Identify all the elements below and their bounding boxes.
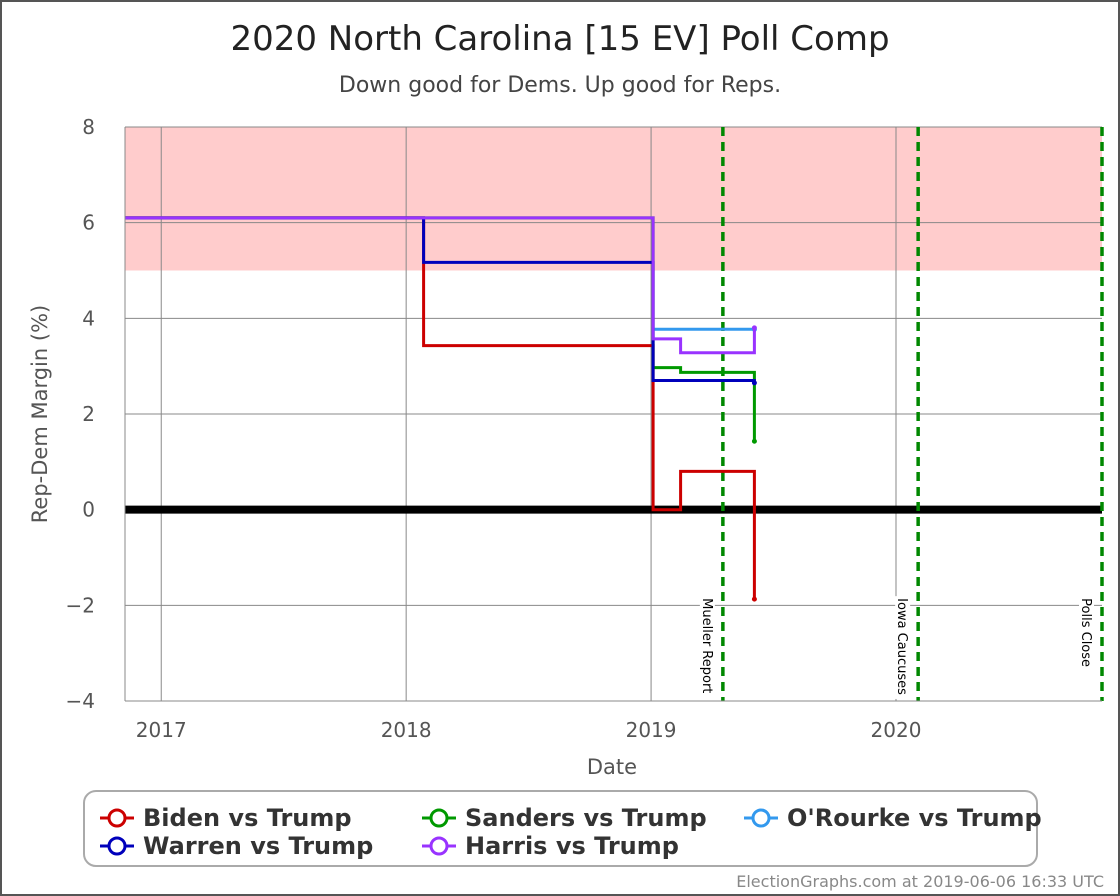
event-label-bg	[895, 596, 911, 699]
legend-marker-icon	[429, 836, 449, 856]
footer-credit: ElectionGraphs.com at 2019-06-06 16:33 U…	[736, 872, 1104, 891]
legend-box	[83, 790, 1038, 867]
y-tick-label: −4	[66, 689, 95, 713]
x-tick-label: 2019	[626, 718, 677, 742]
series-endpoint	[751, 438, 757, 444]
event-label: Mueller Report	[699, 598, 714, 693]
chart-title: 2020 North Carolina [15 EV] Poll Comp	[230, 19, 889, 59]
legend-label: Harris vs Trump	[465, 832, 679, 860]
x-tick-label: 2020	[871, 718, 922, 742]
series-endpoint	[751, 596, 757, 602]
legend-label: Biden vs Trump	[143, 804, 352, 832]
legend-label: Sanders vs Trump	[465, 804, 707, 832]
event-label-bg	[699, 596, 715, 707]
legend-marker-icon	[107, 808, 127, 828]
event-label: Iowa Caucuses	[894, 598, 909, 695]
series-endpoint	[751, 380, 757, 386]
series-lines	[125, 216, 757, 602]
legend-item[interactable]: Harris vs Trump	[422, 832, 679, 860]
x-tick-label: 2017	[136, 718, 187, 742]
y-tick-label: −2	[66, 593, 95, 617]
shaded-band	[125, 127, 1102, 271]
legend-item[interactable]: O'Rourke vs Trump	[744, 804, 1042, 832]
series-line	[125, 216, 756, 355]
chart-subtitle: Down good for Dems. Up good for Reps.	[339, 73, 781, 98]
legend-marker-icon	[107, 836, 127, 856]
legend-item[interactable]: Sanders vs Trump	[422, 804, 707, 832]
y-axis-label: Rep-Dem Margin (%)	[28, 305, 52, 523]
y-tick-label: 4	[82, 306, 95, 330]
series-endpoint	[751, 325, 757, 331]
y-tick-label: 0	[82, 498, 95, 522]
legend-label: Warren vs Trump	[143, 832, 373, 860]
x-axis-label: Date	[587, 755, 637, 779]
y-tick-label: 2	[82, 402, 95, 426]
event-label: Polls Close	[1078, 598, 1093, 667]
series-line	[125, 216, 756, 600]
y-tick-label: 6	[82, 211, 95, 235]
legend-marker-icon	[751, 808, 771, 828]
y-tick-label: 8	[82, 115, 95, 139]
legend-item[interactable]: Biden vs Trump	[100, 804, 352, 832]
event-lines: Mueller Report Iowa Caucuses Polls Close	[699, 127, 1104, 707]
axes: 8 6 4 2 0 −2 −4 2017 2018 2019 2020	[66, 115, 1102, 742]
legend-marker-icon	[429, 808, 449, 828]
legend-item[interactable]: Warren vs Trump	[100, 832, 373, 860]
rep-favored-band	[125, 127, 1102, 271]
legend-label: O'Rourke vs Trump	[787, 804, 1042, 832]
x-tick-label: 2018	[381, 718, 432, 742]
legend: Biden vs Trump Sanders vs Trump O'Rourke v…	[100, 804, 1042, 860]
event-label-bg	[1079, 596, 1094, 684]
